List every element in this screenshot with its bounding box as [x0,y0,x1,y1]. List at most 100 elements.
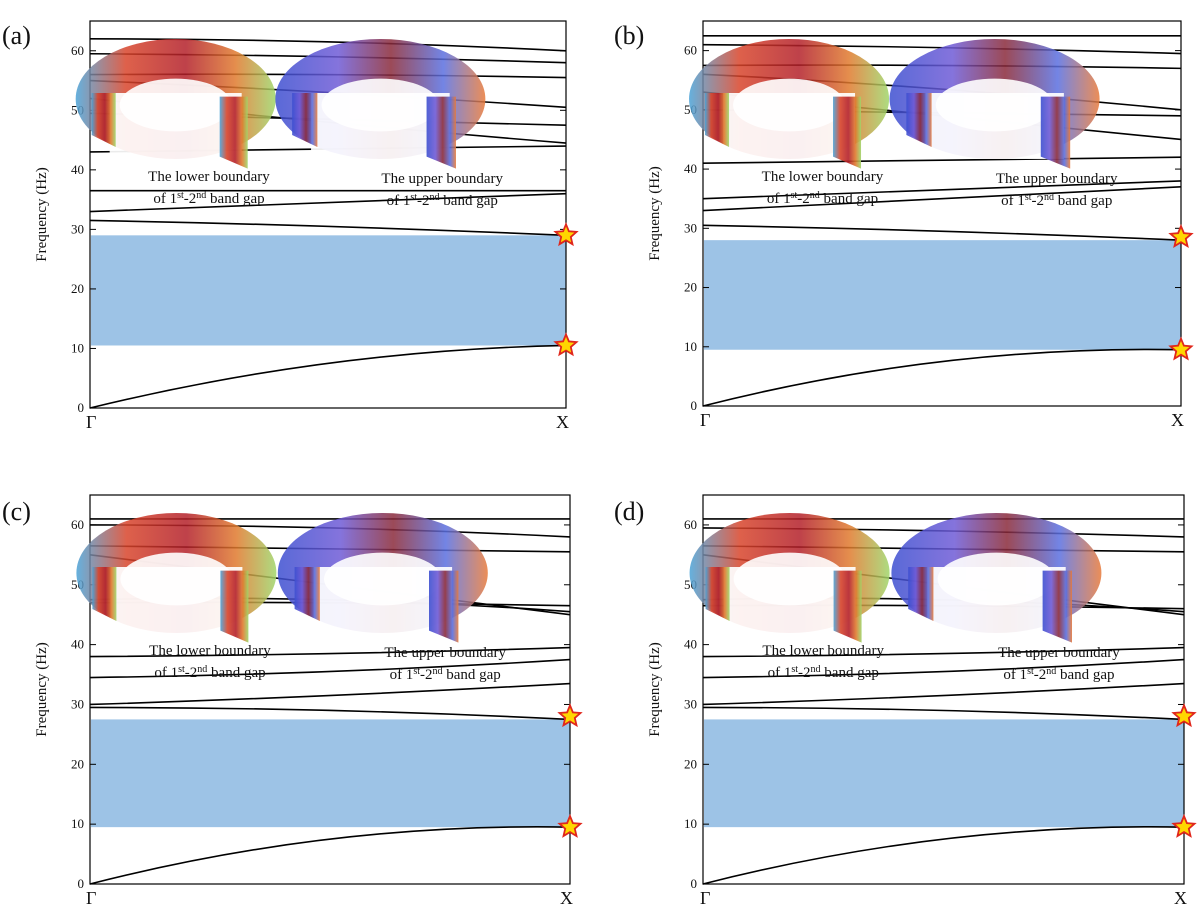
band-edge-star-marker [557,813,583,838]
band-curve-2 [702,706,1185,721]
y-tick-label: 40 [71,162,84,177]
band-curve-4 [702,658,1185,679]
y-axis-label: Frequency (Hz) [647,166,663,261]
band-curve-2 [89,219,567,237]
x-tick-x: X [560,888,573,908]
mode-shape-lower-icon [689,513,890,643]
x-tick-gamma: Γ [86,412,96,432]
y-tick-label: 60 [684,43,697,58]
annotation-upper-boundary: The upper boundary of 1st-2nd band gap [998,645,1120,683]
y-tick-label: 40 [684,637,697,652]
annotation-lower-boundary: The lower boundary of 1st-2nd band gap [762,169,884,207]
annotation-line-2: of 1st-2nd band gap [154,664,265,682]
annotation-lower-boundary: The lower boundary of 1st-2nd band gap [148,169,270,207]
annotation-line-1: The lower boundary [149,643,271,659]
annotation-line-2: of 1st-2nd band gap [767,190,878,208]
mode-shape-lower-icon [76,513,277,643]
band-curve-3 [89,682,571,706]
annotation-line-1: The upper boundary [998,645,1120,661]
band-edge-star-marker [1168,223,1194,248]
y-tick-label: 0 [691,398,698,413]
band-gap-region [704,719,1184,828]
annotation-line-1: The lower boundary [148,169,270,185]
band-curve-3 [89,192,567,213]
band-curve-3 [702,186,1182,212]
mode-shape-upper-icon [891,513,1102,643]
plot-frame [702,494,1185,885]
band-edge-star-marker [553,332,579,357]
y-tick-label: 0 [78,400,85,415]
y-tick-label: 60 [684,517,697,532]
x-tick-gamma: Γ [700,888,710,908]
annotation-lower-boundary: The lower boundary of 1st-2nd band gap [149,643,271,681]
band-edge-star-marker [1171,813,1197,838]
mode-shape-lower-icon [75,39,276,169]
band-curve-5 [702,646,1185,658]
band-curve-11 [89,38,567,52]
y-tick-label: 10 [71,340,84,355]
annotation-upper-boundary: The upper boundary of 1st-2nd band gap [996,171,1118,209]
y-tick-label: 20 [71,756,84,771]
annotation-line-2: of 1st-2nd band gap [390,666,501,684]
annotation-line-2: of 1st-2nd band gap [153,190,264,208]
band-curve-1 [89,826,571,885]
x-tick-gamma: Γ [86,888,96,908]
annotation-line-1: The upper boundary [996,171,1118,187]
x-tick-gamma: Γ [700,410,710,430]
y-tick-label: 40 [684,161,697,176]
y-tick-label: 30 [71,221,84,236]
band-curve-5 [702,156,1182,164]
y-tick-label: 30 [684,220,697,235]
band-curve-2 [89,706,571,721]
annotation-upper-boundary: The upper boundary of 1st-2nd band gap [381,171,503,209]
y-tick-label: 10 [684,816,697,831]
annotation-line-1: The upper boundary [381,171,503,187]
y-axis-label: Frequency (Hz) [647,642,663,737]
mode-shape-upper-icon [889,39,1100,169]
y-tick-label: 40 [71,637,84,652]
band-curve-4 [89,658,571,679]
band-edge-star-marker [553,221,579,247]
y-tick-label: 20 [684,280,697,295]
band-curve-1 [702,348,1182,407]
annotation-line-1: The lower boundary [762,643,884,659]
y-tick-label: 60 [71,43,84,58]
annotation-line-2: of 1st-2nd band gap [768,664,879,682]
band-curve-5 [89,646,571,658]
panel-label: (b) [614,21,644,50]
panel-label: (c) [2,497,31,526]
band-edge-star-marker [1168,336,1194,361]
annotation-line-2: of 1st-2nd band gap [1003,666,1114,684]
mode-shape-upper-icon [277,513,488,643]
band-gap-region [704,240,1181,350]
annotation-lower-boundary: The lower boundary of 1st-2nd band gap [762,643,884,681]
annotation-line-1: The lower boundary [762,169,884,185]
y-tick-label: 30 [71,696,84,711]
x-tick-x: X [556,412,569,432]
plot-frame [89,20,567,409]
y-tick-label: 0 [691,876,698,891]
plot-frame [702,20,1182,407]
mode-shape-upper-icon [275,39,486,169]
mode-shape-lower-icon [689,39,890,169]
plot-frame [89,494,571,885]
annotation-line-1: The upper boundary [384,645,506,661]
annotation-line-2: of 1st-2nd band gap [387,192,498,210]
band-edge-star-marker [557,703,583,728]
band-curve-1 [89,344,567,409]
band-gap-region [91,719,570,828]
band-edge-star-marker [1171,703,1197,728]
band-curve-4 [702,180,1182,200]
y-tick-label: 0 [78,876,85,891]
panel-label: (a) [2,21,31,50]
panel-label: (d) [614,497,644,526]
x-tick-x: X [1171,410,1184,430]
annotation-line-2: of 1st-2nd band gap [1001,192,1112,210]
y-tick-label: 30 [684,696,697,711]
y-tick-label: 10 [684,339,697,354]
band-gap-region [91,235,566,346]
